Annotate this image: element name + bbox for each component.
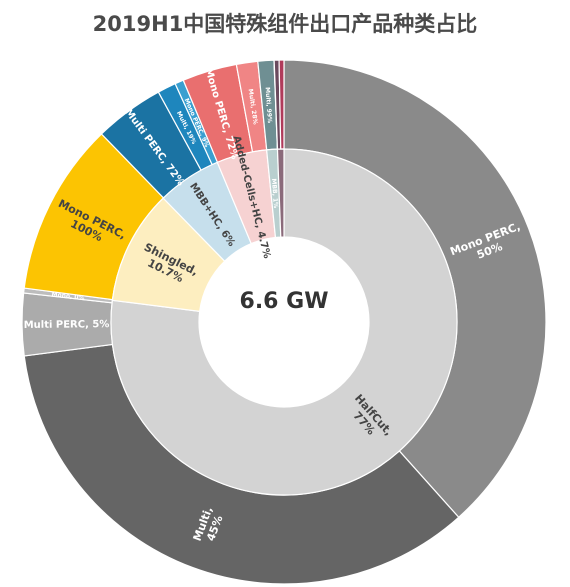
outer-label-multi-perc-5: Multi PERC, 5% [24, 319, 110, 331]
chart-title: 2019H1中国特殊组件出口产品种类占比 [92, 12, 478, 36]
inner-label-mbb-1: MBB, 1% [270, 178, 279, 208]
outer-label-multi-99: Multi, 99% [264, 87, 273, 123]
center-hole [199, 237, 369, 407]
outer-label-mono-0: Mono, 0% [51, 291, 85, 302]
center-total-label: 6.6 GW [240, 289, 329, 314]
